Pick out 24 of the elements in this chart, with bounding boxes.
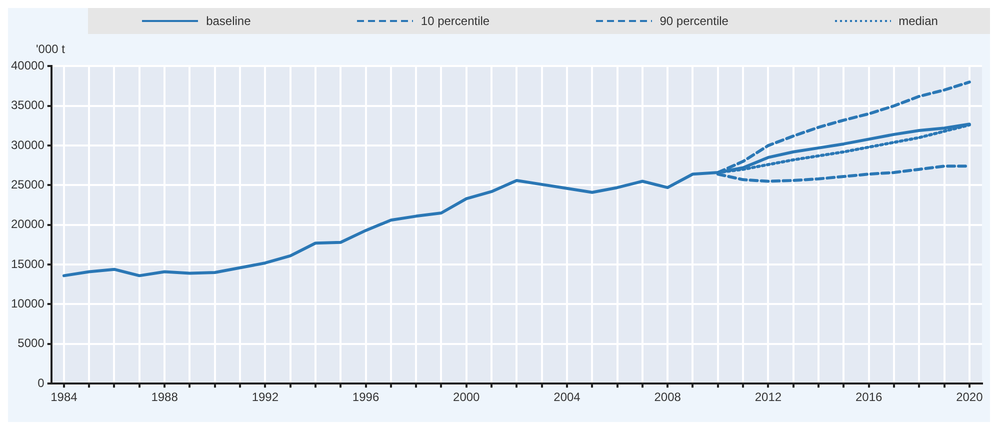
y-tick-label: 15000 (10, 256, 45, 271)
y-tick-label: 35000 (10, 98, 45, 112)
x-tick-label: 2008 (654, 390, 682, 404)
x-tick-label: 1988 (151, 390, 178, 404)
y-tick-label: 20000 (10, 217, 45, 232)
y-tick-label: 10000 (10, 296, 45, 311)
x-tick-label: 1984 (50, 390, 78, 404)
y-tick-label: 30000 (10, 138, 45, 152)
legend-label: median (898, 14, 938, 28)
y-tick-label: 0 (38, 376, 45, 390)
x-tick-label: 2020 (956, 390, 984, 404)
x-tick-label: 2016 (855, 390, 882, 404)
legend-label: 10 percentile (420, 14, 490, 28)
y-tick-label: 5000 (18, 336, 45, 350)
y-tick-label: 40000 (10, 58, 45, 73)
y-tick-label: 25000 (10, 178, 45, 192)
x-tick-label: 2000 (453, 390, 480, 404)
x-tick-label: 2004 (554, 390, 581, 404)
y-axis-title: '000 t (36, 42, 66, 56)
x-tick-label: 1996 (352, 390, 380, 404)
x-tick-label: 1992 (252, 390, 279, 404)
legend-label: baseline (206, 14, 251, 28)
x-tick-label: 2012 (754, 390, 782, 404)
legend-label: 90 percentile (660, 14, 728, 28)
